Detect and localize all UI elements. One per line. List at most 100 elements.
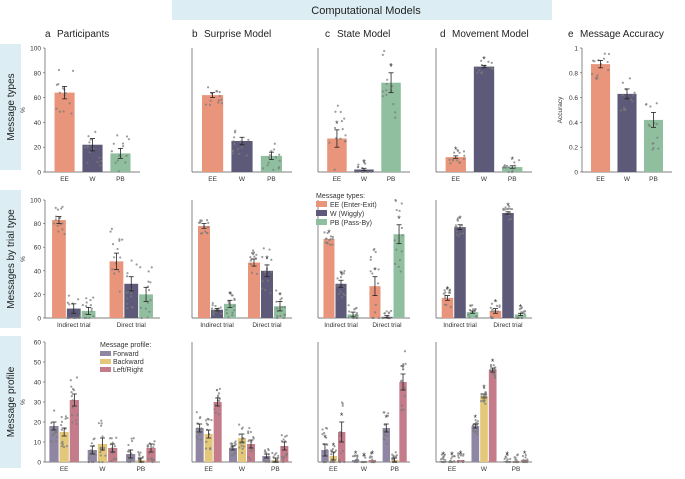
bar-b3-EE-Forward xyxy=(195,428,204,462)
data-point-c3 xyxy=(338,460,341,464)
significance-star-c1: * xyxy=(335,119,339,129)
data-point-b2 xyxy=(207,221,210,224)
data-point-d3 xyxy=(461,460,465,464)
data-point-a2 xyxy=(149,281,152,284)
data-point-b2 xyxy=(225,312,228,315)
y-tick-label-e1: 0 xyxy=(574,170,578,177)
data-point-d3 xyxy=(512,460,515,464)
data-point-a2 xyxy=(54,218,57,221)
data-point-c2 xyxy=(373,247,376,251)
data-point-b2 xyxy=(233,304,236,307)
data-point-d2 xyxy=(454,226,457,229)
bar-b2-Direct trial-EE xyxy=(248,262,260,318)
data-point-d1 xyxy=(502,166,505,169)
data-point-a2 xyxy=(56,208,60,211)
data-point-c3 xyxy=(339,452,342,455)
data-point-a1 xyxy=(64,92,67,95)
data-point-b1 xyxy=(220,98,223,101)
panel-c2: * * Indirect trial * * Direct trial xyxy=(317,198,410,329)
column-header-e-letter: e xyxy=(568,29,574,40)
data-point-b3 xyxy=(242,445,245,448)
data-point-d2 xyxy=(491,316,494,319)
data-point-d2 xyxy=(510,207,514,211)
bar-c1-PB xyxy=(381,82,401,172)
data-point-e1 xyxy=(656,136,659,139)
data-point-b3 xyxy=(198,416,201,420)
data-point-a3 xyxy=(127,460,130,464)
data-point-b2 xyxy=(275,300,278,303)
data-point-c3 xyxy=(382,429,386,432)
data-point-c1 xyxy=(361,170,364,173)
data-point-c2 xyxy=(323,231,326,234)
y-tick-label-a2: 0 xyxy=(37,316,41,323)
data-point-c3 xyxy=(370,460,373,464)
significance-star-d3: * xyxy=(491,357,495,367)
data-point-c2 xyxy=(383,312,386,315)
data-point-d2 xyxy=(498,305,501,309)
data-point-c2 xyxy=(342,292,345,296)
data-point-d3 xyxy=(480,395,483,398)
legend-message-types: Message types: EE (Enter-Exit) W (Wiggly… xyxy=(316,193,377,227)
data-point-a3 xyxy=(141,455,144,458)
y-axis-label-e1: Accuracy xyxy=(557,96,564,123)
data-point-a2 xyxy=(54,206,57,209)
data-point-a2 xyxy=(68,303,71,306)
data-point-a2 xyxy=(118,239,121,242)
data-point-a2 xyxy=(131,306,134,309)
data-point-a2 xyxy=(89,298,92,302)
data-point-c2 xyxy=(331,237,334,240)
data-point-b3 xyxy=(209,447,212,450)
data-point-d3 xyxy=(515,460,518,464)
legend-item-ee: EE (Enter-Exit) xyxy=(330,202,377,209)
data-point-c3 xyxy=(370,455,373,458)
data-point-a3 xyxy=(60,415,63,419)
data-point-d3 xyxy=(525,460,528,464)
y-tick-label-e1: 0.6 xyxy=(569,95,578,102)
data-point-b3 xyxy=(218,387,221,391)
data-point-d2 xyxy=(508,218,511,221)
data-point-a2 xyxy=(147,270,150,273)
data-point-a2 xyxy=(63,233,66,236)
data-point-a3 xyxy=(50,421,53,425)
data-point-a2 xyxy=(67,316,70,320)
data-point-a2 xyxy=(66,301,70,304)
data-point-a3 xyxy=(129,460,132,463)
data-point-a3 xyxy=(100,424,103,427)
data-point-d1 xyxy=(510,170,514,174)
data-point-a3 xyxy=(75,419,78,422)
data-point-d3 xyxy=(471,424,474,428)
significance-star-c3: * xyxy=(323,433,327,443)
data-point-c2 xyxy=(400,226,403,230)
bar-d2-Direct trial-PB xyxy=(514,314,527,318)
data-point-c3 xyxy=(385,442,388,445)
row-label-trial: Messages by trial type xyxy=(0,190,21,328)
x-tick-label-c1: EE xyxy=(333,176,342,183)
bar-d3-W-Backward xyxy=(480,396,488,462)
data-point-c2 xyxy=(398,209,401,212)
data-point-d3 xyxy=(514,456,517,459)
y-axis-label-a2: % xyxy=(20,256,27,262)
data-point-c1 xyxy=(333,126,337,130)
data-point-a1 xyxy=(124,161,127,164)
x-tick-label-e1: PB xyxy=(649,176,658,183)
data-point-d3 xyxy=(483,386,486,390)
significance-star-d2: * xyxy=(494,298,498,308)
data-point-b2 xyxy=(249,262,252,266)
significance-star-b2: * xyxy=(278,290,282,300)
data-point-a1 xyxy=(99,164,102,167)
x-tick-label-a1: PB xyxy=(116,176,125,183)
significance-star-d3: * xyxy=(442,450,446,460)
bar-b3-W-Backward xyxy=(238,438,246,462)
data-point-d3 xyxy=(450,457,453,460)
data-point-c1 xyxy=(344,134,347,137)
data-point-a2 xyxy=(77,316,81,320)
data-point-a1 xyxy=(110,150,113,153)
data-point-a3 xyxy=(99,450,102,454)
data-point-b2 xyxy=(269,291,272,294)
panel-d1: * EE * W * PB xyxy=(435,48,532,183)
data-point-b3 xyxy=(238,423,241,426)
data-point-c2 xyxy=(340,296,344,299)
panel-b1: EE W PB xyxy=(191,48,292,183)
data-point-b2 xyxy=(249,256,252,259)
data-point-a3 xyxy=(137,451,140,454)
